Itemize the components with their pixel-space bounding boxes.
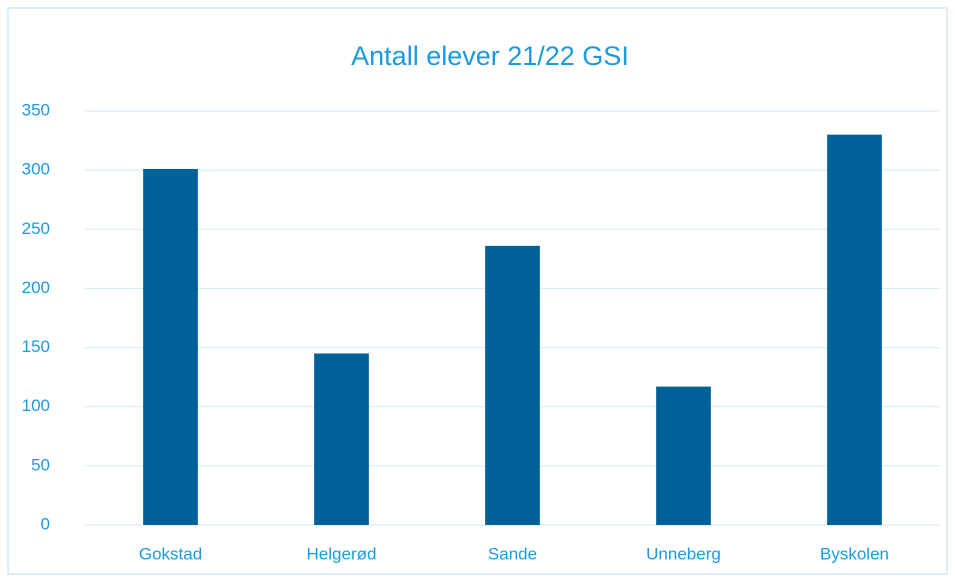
- x-tick-label: Gokstad: [139, 544, 202, 563]
- y-tick-label: 0: [41, 514, 50, 533]
- x-tick-label: Sande: [488, 544, 537, 563]
- bar: [656, 386, 711, 525]
- y-tick-label: 350: [22, 100, 50, 119]
- y-tick-label: 100: [22, 396, 50, 415]
- bar: [143, 168, 198, 525]
- bar: [827, 134, 882, 525]
- y-tick-label: 200: [22, 278, 50, 297]
- x-tick-label: Helgerød: [307, 544, 377, 563]
- y-tick-label: 250: [22, 219, 50, 238]
- chart-title: Antall elever 21/22 GSI: [351, 41, 629, 71]
- y-tick-label: 150: [22, 337, 50, 356]
- x-tick-label: Byskolen: [820, 544, 889, 563]
- y-tick-label: 300: [22, 160, 50, 179]
- bar: [314, 353, 369, 525]
- x-tick-label: Unneberg: [646, 544, 721, 563]
- bar: [485, 245, 540, 526]
- y-tick-label: 50: [31, 455, 50, 474]
